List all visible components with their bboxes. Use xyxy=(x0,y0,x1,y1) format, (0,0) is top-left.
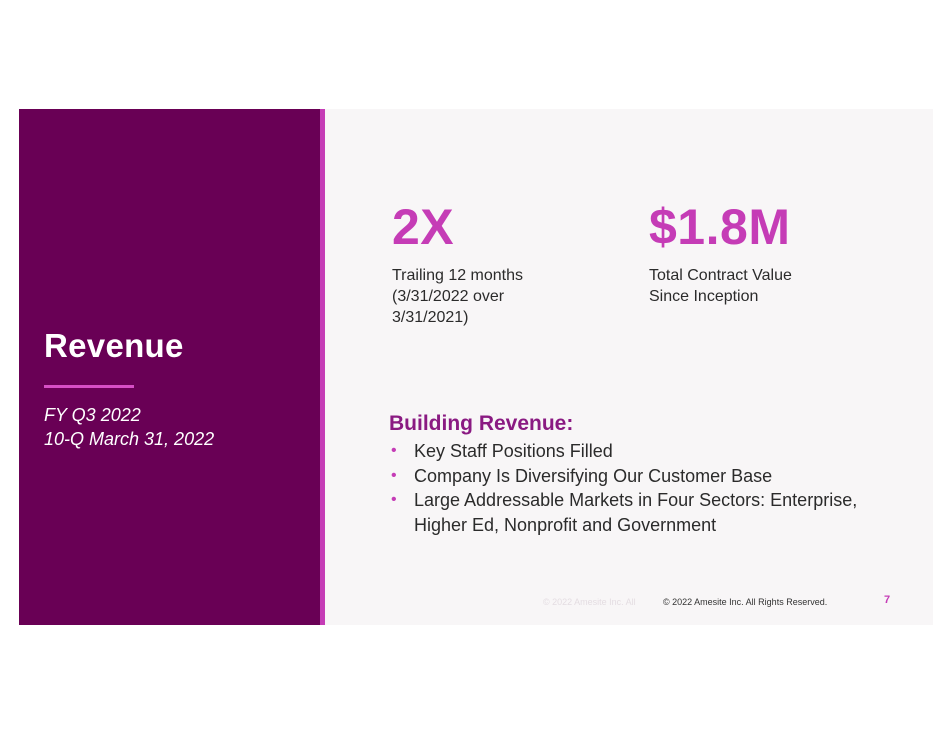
metric-contract-desc-line: Total Contract Value xyxy=(649,267,792,284)
metric-growth-desc-line: 3/31/2021) xyxy=(392,309,469,326)
metric-growth-desc-line: Trailing 12 months xyxy=(392,267,524,284)
metric-growth-description: Trailing 12 months (3/31/2022 over 3/31/… xyxy=(392,265,523,328)
metric-contract-value-value: $1.8M xyxy=(649,199,791,255)
metric-contract-desc-line: Since Inception xyxy=(649,288,759,305)
subtitle-line-period: FY Q3 2022 xyxy=(44,405,141,425)
building-revenue-title: Building Revenue: xyxy=(389,412,574,435)
list-item-text: Company Is Diversifying Our Customer Bas… xyxy=(414,465,773,486)
list-item: • Company Is Diversifying Our Customer B… xyxy=(389,464,904,489)
section-subtitle: FY Q3 2022 10-Q March 31, 2022 xyxy=(44,403,214,451)
building-revenue-section: Building Revenue: • Key Staff Positions … xyxy=(389,411,904,537)
page-number: 7 xyxy=(884,594,891,606)
left-panel: Revenue FY Q3 2022 10-Q March 31, 2022 xyxy=(19,109,320,625)
metric-contract-value: $1.8M Total Contract Value Since Incepti… xyxy=(649,199,792,307)
subtitle-line-filing: 10-Q March 31, 2022 xyxy=(44,429,215,449)
metric-growth: 2X Trailing 12 months (3/31/2022 over 3/… xyxy=(392,199,523,328)
metric-growth-value: 2X xyxy=(392,199,455,255)
title-underline xyxy=(44,385,134,388)
list-item-text: Large Addressable Markets in Four Sector… xyxy=(414,490,858,535)
building-revenue-list: • Key Staff Positions Filled • Company I… xyxy=(389,439,904,537)
bullet-icon: • xyxy=(391,491,397,508)
list-item: • Key Staff Positions Filled xyxy=(389,439,904,464)
list-item-text: Key Staff Positions Filled xyxy=(414,441,613,461)
metric-growth-desc-line: (3/31/2022 over xyxy=(392,288,505,305)
slide: Revenue FY Q3 2022 10-Q March 31, 2022 2… xyxy=(19,109,933,625)
list-item: • Large Addressable Markets in Four Sect… xyxy=(389,488,904,537)
copyright-notice: © 2022 Amesite Inc. All Rights Reserved. xyxy=(663,597,828,607)
section-title: Revenue xyxy=(44,327,184,364)
metric-contract-value-description: Total Contract Value Since Inception xyxy=(649,265,792,307)
footer-ghost-text: © 2022 Amesite Inc. All xyxy=(543,597,636,607)
accent-divider xyxy=(320,109,325,625)
bullet-icon: • xyxy=(391,466,397,484)
bullet-icon: • xyxy=(391,442,397,459)
